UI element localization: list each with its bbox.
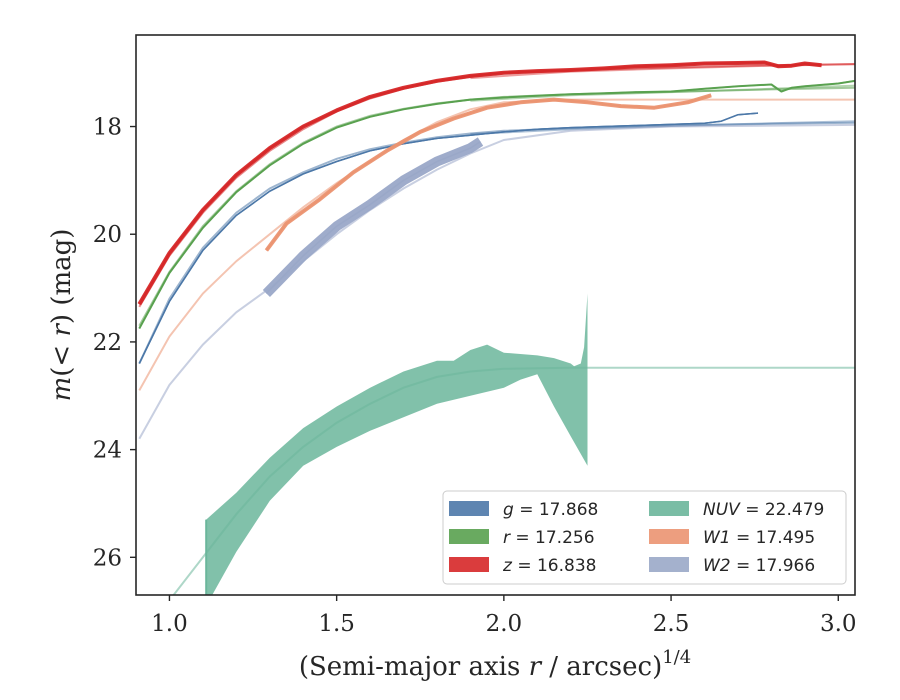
legend-label-r: r = 17.256 (503, 528, 595, 548)
legend-label-nuv: NUV = 22.479 (703, 500, 824, 520)
y-tick-label: 20 (93, 222, 122, 248)
w1-data-line (265, 94, 712, 251)
y-axis-label: m(< r) (mag) (47, 229, 77, 402)
series-layer (137, 60, 855, 595)
axes: 1.0 1.5 2.0 2.5 3.0 18 20 22 24 26 (93, 34, 857, 637)
legend-swatch-w2 (649, 557, 689, 572)
w2-data-line (265, 140, 481, 295)
plot-frame (135, 34, 856, 596)
y-tick-label: 24 (93, 438, 122, 464)
legend-label-w2: W2 = 17.966 (703, 556, 815, 576)
r-data-line (138, 80, 855, 329)
y-tick-label: 18 (93, 115, 122, 141)
legend-label-w1: W1 = 17.495 (703, 528, 815, 548)
x-tick-label: 2.5 (653, 611, 690, 637)
legend-swatch-nuv (649, 501, 689, 516)
z-data-line (138, 61, 822, 305)
nuv-model-line (172, 366, 855, 595)
x-tick-label: 1.0 (151, 611, 188, 637)
legend: g = 17.868 r = 17.256 z = 16.838 NUV = 22.4… (442, 490, 847, 585)
x-tick-label: 2.0 (486, 611, 523, 637)
legend-swatch-g (449, 501, 489, 516)
x-tick-label: 1.5 (318, 611, 355, 637)
x-axis-label: (Semi-major axis r / arcsec)1/4 (299, 647, 691, 682)
legend-box (442, 490, 847, 585)
legend-label-g: g = 17.868 (503, 500, 598, 520)
legend-swatch-r (449, 529, 489, 544)
legend-label-z: z = 16.838 (502, 556, 596, 576)
legend-swatch-w1 (649, 529, 689, 544)
y-tick-label: 22 (93, 330, 122, 356)
legend-swatch-z (449, 557, 489, 572)
y-tick-label: 26 (93, 545, 122, 571)
g-data-line (138, 112, 759, 364)
x-tick-label: 3.0 (820, 611, 857, 637)
